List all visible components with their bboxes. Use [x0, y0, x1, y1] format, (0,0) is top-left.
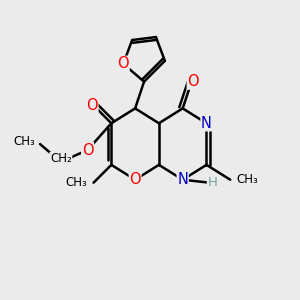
Text: CH₃: CH₃ [66, 176, 88, 189]
Text: H: H [208, 176, 218, 189]
Text: CH₃: CH₃ [236, 173, 258, 186]
Text: O: O [82, 142, 93, 158]
Text: O: O [187, 74, 199, 89]
Text: CH₂: CH₂ [50, 152, 72, 165]
Text: CH₃: CH₃ [14, 135, 36, 148]
Text: O: O [117, 56, 129, 71]
Text: N: N [201, 116, 212, 131]
Text: O: O [86, 98, 98, 113]
Text: N: N [177, 172, 188, 187]
Text: O: O [129, 172, 141, 187]
